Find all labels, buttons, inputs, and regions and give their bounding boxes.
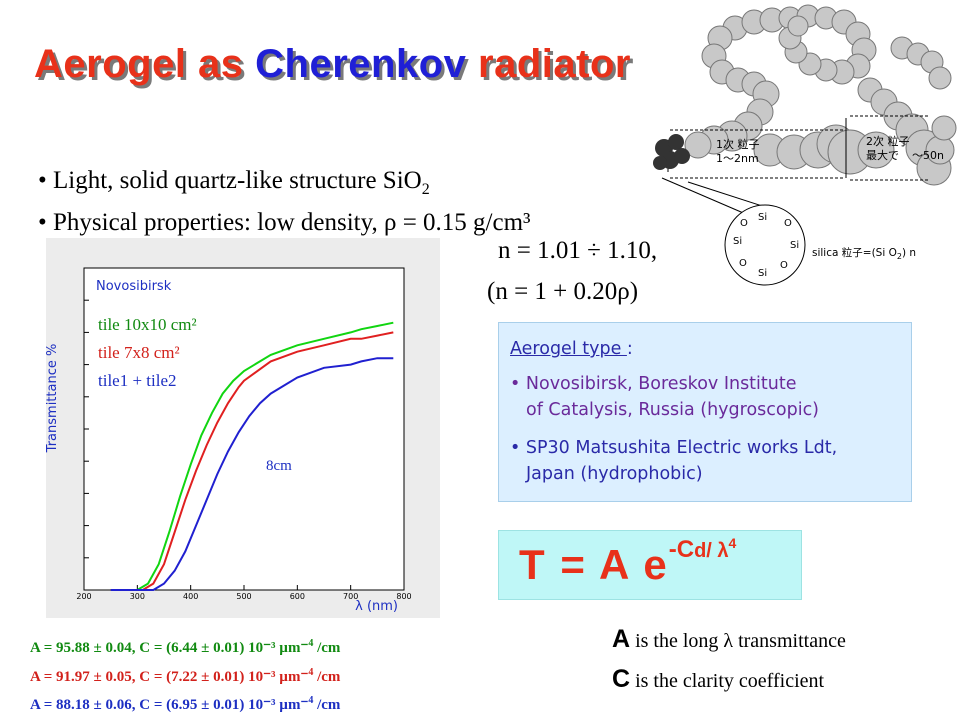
fit-result-red: A = 91.97 ± 0.05, C = (7.22 ± 0.01) 10⁻³… xyxy=(30,666,341,685)
svg-text:O: O xyxy=(740,218,748,229)
primary-particle-size: 1～2nm xyxy=(716,152,759,165)
svg-text:Si: Si xyxy=(758,212,767,223)
silica-bead xyxy=(857,131,895,169)
definition-c: C is the clarity coefficient xyxy=(612,665,825,693)
index-range: n = 1.01 ÷ 1.10, xyxy=(498,237,658,264)
x-tick-label: 300 xyxy=(130,592,145,601)
fit-result-green: A = 95.88 ± 0.04, C = (6.44 ± 0.01) 10⁻³… xyxy=(30,638,341,656)
transmittance-curve-green xyxy=(110,321,394,591)
silica-bead xyxy=(787,15,809,37)
plot-area xyxy=(83,267,405,591)
bullet-structure: • Light, solid quartz-like structure SiO… xyxy=(38,167,430,198)
secondary-particle-size: ～50n xyxy=(912,149,944,162)
definitions: A is the long λ transmittance C is the c… xyxy=(612,620,846,700)
secondary-particle-label: 2次 粒子 xyxy=(866,134,910,148)
fit-result-blue: A = 88.18 ± 0.06, C = (6.95 ± 0.01) 10⁻³… xyxy=(30,695,341,713)
silica-bead xyxy=(928,66,952,90)
aerogel-type-sp30: • SP30 Matsushita Electric works Ldt, Ja… xyxy=(510,438,838,484)
transmittance-curve-blue xyxy=(110,357,394,591)
x-axis-label: λ (nm) xyxy=(355,599,398,614)
legend-blue: tile1 + tile2 xyxy=(98,371,177,390)
legend-red: tile 7x8 cm² xyxy=(98,343,180,362)
svg-text:O: O xyxy=(780,260,788,271)
source-label: Novosibirsk xyxy=(96,279,172,294)
svg-text:Si: Si xyxy=(758,268,767,279)
slide-title: Aerogel as Cherenkov radiator xyxy=(34,42,631,87)
silica-bead-chain xyxy=(684,4,957,186)
siloxane-ring-inset: Si O Si O Si O Si O xyxy=(724,204,806,286)
x-tick-label: 600 xyxy=(290,592,305,601)
primary-particle-cluster xyxy=(653,134,690,170)
x-tick-label: 500 xyxy=(236,592,251,601)
title-as: as xyxy=(186,42,256,86)
silica-bead xyxy=(931,115,957,141)
x-tick-label: 700 xyxy=(343,592,358,601)
index-formula: (n = 1 + 0.20ρ) xyxy=(487,278,639,305)
bullet-properties: • Physical properties: low density, ρ = … xyxy=(38,209,531,236)
x-tick-label: 800 xyxy=(396,592,411,601)
title-cherenkov: Cherenkov xyxy=(255,42,467,86)
svg-text:O: O xyxy=(739,258,747,269)
bullet-list: • Light, solid quartz-like structure SiO… xyxy=(38,164,531,239)
silica-bead xyxy=(684,131,712,159)
silica-structure-diagram: 1次 粒子 1～2nm 2次 粒子 最大で ～50n Si O Si O Si … xyxy=(653,4,957,286)
y-axis-label: Transmittance % xyxy=(46,344,60,454)
aerogel-type-heading: Aerogel type : xyxy=(510,339,633,359)
svg-text:O: O xyxy=(784,218,792,229)
primary-particle-label: 1次 粒子 xyxy=(716,137,760,151)
transmittance-chart: 200 300 400 500 600 700 800 Novosibirsk Transm… xyxy=(45,267,412,614)
legend-green: tile 10x10 cm² xyxy=(98,315,197,334)
aerogel-type-novosibirsk: • Novosibirsk, Boreskov Institute of Cat… xyxy=(510,374,820,420)
transmittance-chart-panel: 200 300 400 500 600 700 800 Novosibirsk Transm… xyxy=(45,238,440,618)
transmittance-curve-red xyxy=(110,331,394,591)
fit-results: A = 95.88 ± 0.04, C = (6.44 ± 0.01) 10⁻³… xyxy=(30,632,340,718)
x-tick-label: 400 xyxy=(183,592,198,601)
aerogel-type-box: Aerogel type : • Novosibirsk, Boreskov I… xyxy=(498,322,912,502)
transmittance-formula-box: T = A e-Cd/ λ4 xyxy=(498,530,802,600)
title-aerogel: Aerogel xyxy=(34,42,187,86)
thickness-label: 8cm xyxy=(266,458,292,474)
definition-a: A is the long λ transmittance xyxy=(612,625,846,653)
title-radiator: radiator xyxy=(466,42,631,86)
silica-formula-label: silica 粒子=(Si O2) n xyxy=(812,246,916,261)
svg-text:Si: Si xyxy=(790,240,799,251)
x-tick-label: 200 xyxy=(76,592,91,601)
secondary-particle-note: 最大で xyxy=(866,148,899,162)
svg-text:Si: Si xyxy=(733,236,742,247)
transmittance-formula: T = A e-Cd/ λ4 xyxy=(519,535,737,588)
